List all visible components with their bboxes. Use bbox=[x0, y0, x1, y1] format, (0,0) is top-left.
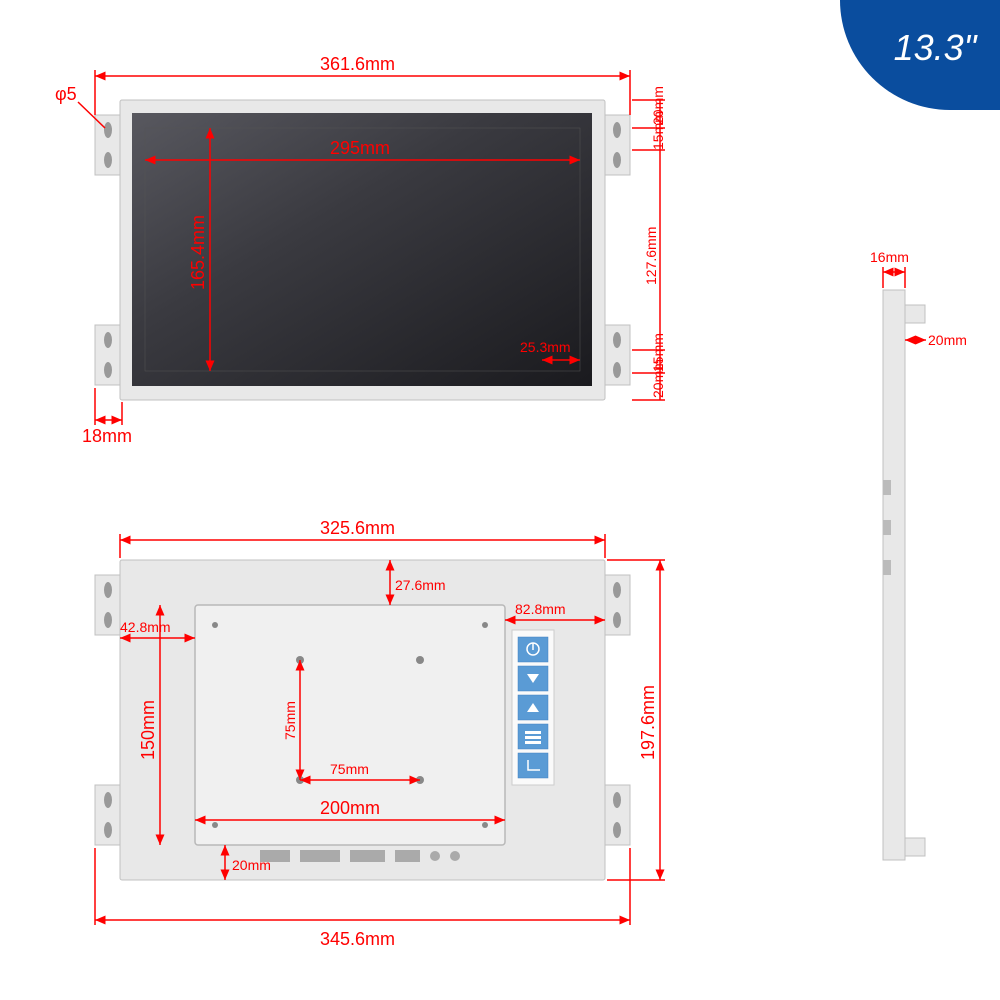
dim-vesa-v: 75mm bbox=[282, 701, 298, 740]
dim-side-tab: 20mm bbox=[928, 332, 967, 348]
dim-fh: 197.6mm bbox=[638, 685, 658, 760]
dim-m2: 15mm bbox=[650, 111, 666, 150]
front-view: 361.6mm φ5 295mm 165.4mm 20mm 15mm 127.6… bbox=[55, 54, 666, 446]
dim-pw: 200mm bbox=[320, 798, 380, 818]
dim-depth: 16mm bbox=[870, 249, 909, 265]
dim-inner-width: 295mm bbox=[330, 138, 390, 158]
dim-tab: 18mm bbox=[82, 426, 132, 446]
dim-rightm: 82.8mm bbox=[515, 601, 566, 617]
dim-bezel: 25.3mm bbox=[520, 339, 571, 355]
dim-inner-height: 165.4mm bbox=[188, 215, 208, 290]
dim-leftm: 42.8mm bbox=[120, 619, 171, 635]
dim-ph: 150mm bbox=[138, 700, 158, 760]
dim-botm: 20mm bbox=[232, 857, 271, 873]
dim-m4: 20mm bbox=[650, 359, 666, 398]
dim-topm: 27.6mm bbox=[395, 577, 446, 593]
dim-vesa-h: 75mm bbox=[330, 761, 369, 777]
back-view: 325.6mm 27.6mm 42.8mm 82.8mm 75mm 75mm 1… bbox=[95, 518, 665, 949]
dim-body-width: 325.6mm bbox=[320, 518, 395, 538]
enter-button-icon bbox=[518, 753, 548, 778]
dim-outer-width: 361.6mm bbox=[320, 54, 395, 74]
side-view: 16mm 20mm bbox=[870, 249, 967, 860]
technical-drawing: 361.6mm φ5 295mm 165.4mm 20mm 15mm 127.6… bbox=[0, 0, 1000, 1000]
dim-fw: 345.6mm bbox=[320, 929, 395, 949]
dim-127: 127.6mm bbox=[643, 227, 659, 285]
dim-hole: φ5 bbox=[55, 84, 77, 104]
